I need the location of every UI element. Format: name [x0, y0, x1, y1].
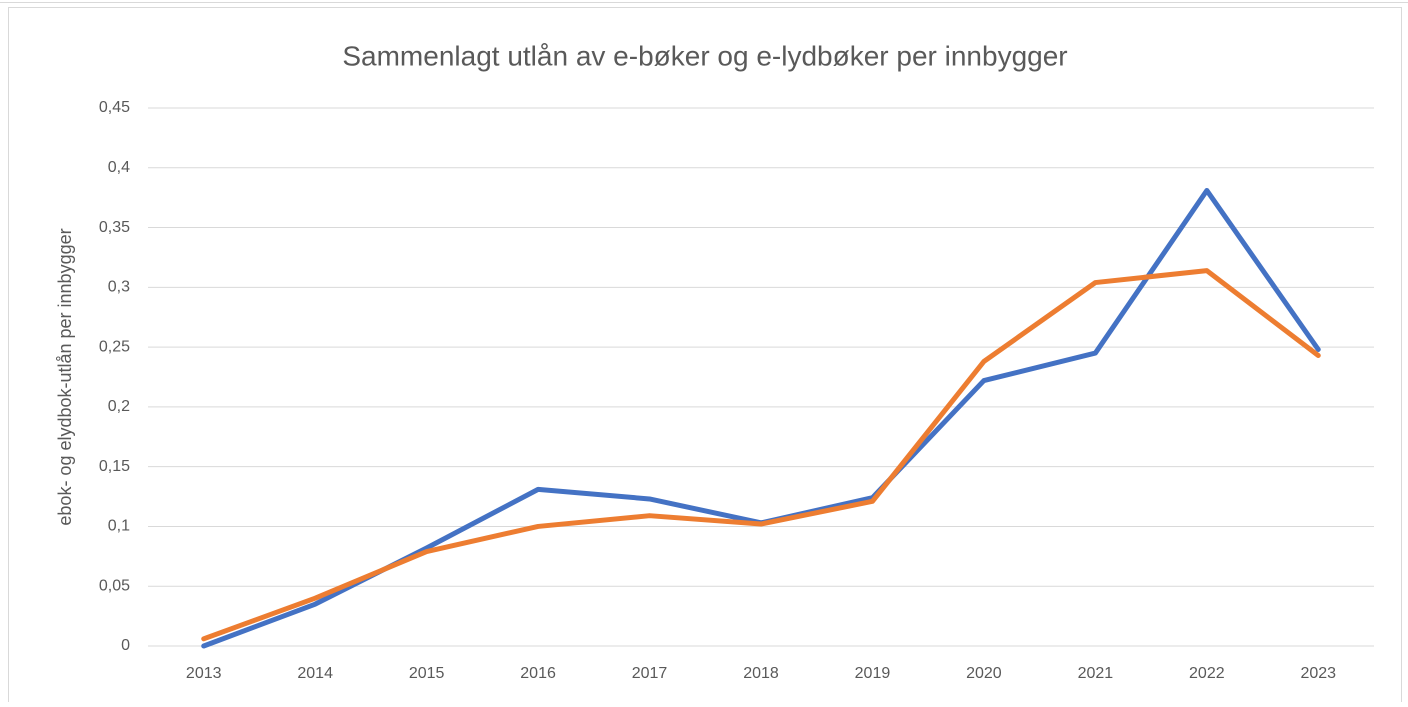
x-tick-label: 2017 — [632, 665, 668, 682]
x-tick-label: 2014 — [297, 665, 333, 682]
x-tick-label: 2018 — [743, 665, 779, 682]
x-tick-label: 2019 — [855, 665, 891, 682]
y-tick-label: 0 — [121, 637, 130, 654]
y-tick-label: 0,3 — [108, 279, 130, 296]
y-tick-label: 0,15 — [99, 458, 130, 475]
y-tick-label: 0,2 — [108, 398, 130, 415]
chart-title: Sammenlagt utlån av e-bøker og e-lydbøke… — [342, 40, 1067, 71]
x-tick-label: 2013 — [186, 665, 222, 682]
x-tick-label: 2023 — [1300, 665, 1336, 682]
x-tick-label: 2022 — [1189, 665, 1225, 682]
y-tick-label: 0,35 — [99, 219, 130, 236]
series-line — [201, 268, 1321, 642]
y-tick-label: 0,25 — [99, 338, 130, 355]
x-tick-label: 2020 — [966, 665, 1002, 682]
y-axis-label: ebok- og elydbok-utlån per innbygger — [55, 228, 75, 525]
x-tick-label: 2015 — [409, 665, 445, 682]
y-tick-label: 0,1 — [108, 518, 130, 535]
series-line — [201, 187, 1321, 649]
x-tick-label: 2021 — [1078, 665, 1114, 682]
y-tick-label: 0,4 — [108, 159, 130, 176]
y-tick-label: 0,45 — [99, 99, 130, 116]
chart-frame — [8, 7, 1402, 707]
y-tick-label: 0,05 — [99, 577, 130, 594]
x-tick-label: 2016 — [520, 665, 556, 682]
